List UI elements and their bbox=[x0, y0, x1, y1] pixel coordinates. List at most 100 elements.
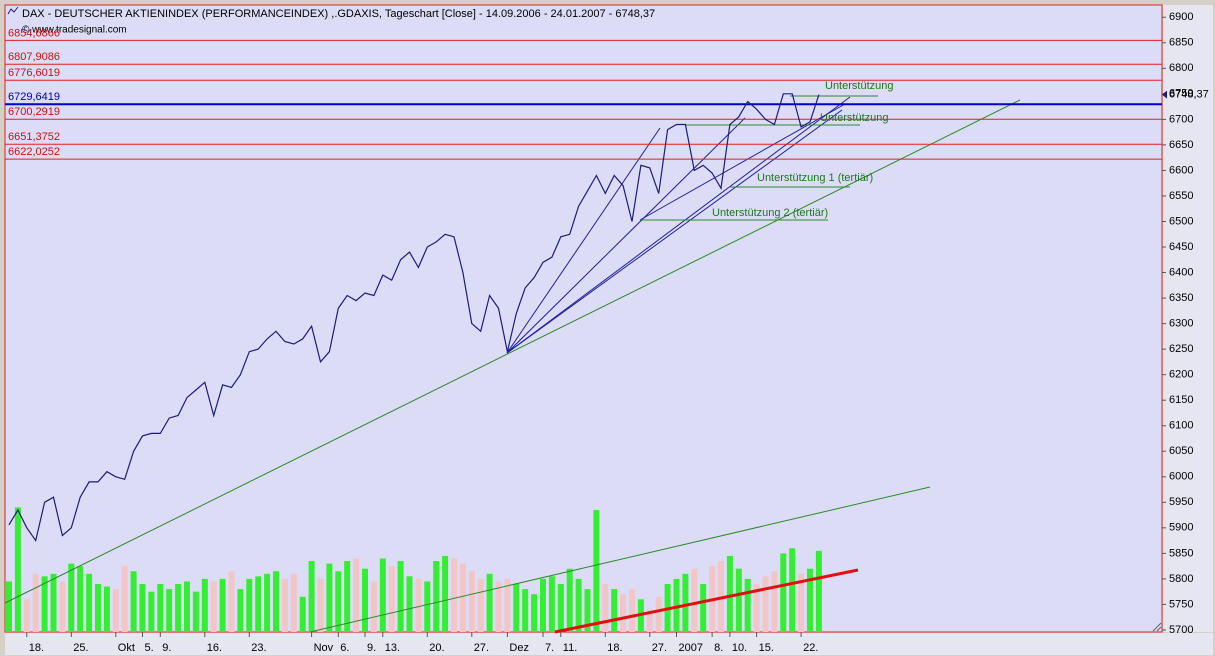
volume-bar bbox=[184, 581, 190, 632]
volume-bar bbox=[451, 558, 457, 632]
plot-area bbox=[4, 4, 1163, 633]
volume-bar bbox=[593, 509, 600, 632]
y-tick-label: 5900 bbox=[1169, 522, 1193, 534]
volume-bar bbox=[362, 568, 368, 632]
volume-bar bbox=[210, 581, 217, 632]
volume-bar bbox=[424, 581, 431, 632]
volume-bar bbox=[735, 568, 742, 632]
volume-bar bbox=[397, 561, 404, 632]
annotation: Unterstützung 2 (tertiär) bbox=[712, 207, 828, 219]
volume-bar bbox=[14, 507, 21, 632]
trend-line bbox=[4, 99, 1021, 604]
fan-line bbox=[506, 109, 843, 354]
y-tick-label: 6000 bbox=[1169, 471, 1193, 483]
volume-bar bbox=[789, 548, 796, 632]
y-tick-label: 6450 bbox=[1169, 241, 1193, 253]
copyright: © www.tradesignal.com bbox=[22, 25, 127, 36]
volume-bar bbox=[273, 571, 279, 632]
volume-bar bbox=[192, 591, 199, 632]
x-tick-label: 20. bbox=[429, 642, 444, 654]
volume-bar bbox=[68, 563, 75, 632]
x-tick-label: 9. bbox=[367, 642, 376, 654]
x-tick-label: 9. bbox=[162, 642, 171, 654]
volume-bar bbox=[575, 578, 582, 632]
y-tick-label: 6350 bbox=[1169, 292, 1193, 304]
volume-bar bbox=[228, 571, 235, 632]
y-tick-label: 6750 bbox=[1169, 88, 1193, 100]
resize-grip bbox=[1152, 622, 1162, 632]
volume-bar bbox=[130, 571, 137, 632]
volume-bar bbox=[495, 581, 502, 632]
volume-bar bbox=[620, 594, 627, 632]
x-tick-label: 16. bbox=[207, 642, 222, 654]
volume-bar bbox=[611, 589, 618, 632]
y-tick-label: 6900 bbox=[1169, 11, 1193, 23]
fan-line bbox=[506, 127, 661, 354]
x-tick-label: Okt bbox=[118, 642, 135, 654]
volume-bar bbox=[353, 558, 360, 632]
volume-bar bbox=[281, 578, 288, 632]
fan-line bbox=[506, 96, 851, 354]
volume-bar bbox=[531, 594, 538, 632]
volume-bar bbox=[815, 550, 822, 632]
trend-lines bbox=[4, 95, 1021, 634]
volume-bar bbox=[682, 573, 689, 632]
last-value-marker bbox=[1162, 90, 1167, 99]
volume-bar bbox=[77, 566, 84, 632]
volume-bar bbox=[468, 571, 475, 632]
volume-bar bbox=[121, 566, 128, 632]
volume-bar bbox=[86, 573, 93, 632]
volume-bar bbox=[780, 553, 787, 632]
legend-icon bbox=[7, 6, 19, 15]
volume-bar bbox=[807, 568, 813, 632]
annotation: Unterstützung 1 (tertiär) bbox=[757, 172, 873, 184]
x-tick-label: 7. bbox=[545, 642, 554, 654]
volume-bar bbox=[299, 596, 306, 632]
volume-bar bbox=[112, 589, 119, 632]
volume-bar bbox=[290, 573, 297, 632]
volume-bar bbox=[629, 589, 635, 632]
volume-bar bbox=[566, 568, 573, 632]
x-tick-label: 18. bbox=[607, 642, 622, 654]
y-tick-label: 6800 bbox=[1169, 62, 1193, 74]
volume-bar bbox=[486, 573, 493, 632]
volume-bar bbox=[557, 584, 564, 632]
x-tick-label: 27. bbox=[652, 642, 667, 654]
x-tick-label: 25. bbox=[73, 642, 88, 654]
trend-line bbox=[554, 568, 859, 634]
volume-bar bbox=[139, 584, 146, 632]
x-tick-label: 22. bbox=[803, 642, 818, 654]
fan-line bbox=[639, 103, 846, 221]
y-tick-label: 5950 bbox=[1169, 496, 1193, 508]
y-tick-label: 6100 bbox=[1169, 420, 1193, 432]
y-tick-label: 5800 bbox=[1169, 573, 1193, 585]
y-tick-label: 5750 bbox=[1169, 598, 1193, 610]
volume-bar bbox=[264, 573, 271, 632]
volume-bar bbox=[798, 573, 805, 632]
x-tick-label: 15. bbox=[759, 642, 774, 654]
x-tick-label: 13. bbox=[385, 642, 400, 654]
volume-bar bbox=[442, 555, 449, 632]
x-tick-label: 2007 bbox=[679, 642, 703, 654]
y-tick-label: 6650 bbox=[1169, 139, 1193, 151]
y-tick-label: 6550 bbox=[1169, 190, 1193, 202]
volume-bar bbox=[59, 581, 66, 632]
volume-bar bbox=[255, 576, 262, 632]
volume-bar bbox=[148, 591, 155, 632]
x-axis-area bbox=[5, 633, 1213, 655]
x-tick-label: 27. bbox=[474, 642, 489, 654]
volume-bar bbox=[700, 584, 707, 632]
trend-line bbox=[309, 486, 931, 633]
level-label: 6807,9086 bbox=[8, 51, 60, 63]
volume-bar bbox=[415, 578, 422, 632]
x-tick-label: 18. bbox=[29, 642, 44, 654]
level-label: 6854,6866 bbox=[8, 27, 60, 39]
volume-bar bbox=[584, 589, 591, 632]
volume-bar bbox=[744, 578, 751, 632]
price-line bbox=[8, 93, 820, 543]
last-value-label: 6748,37 bbox=[1169, 89, 1209, 101]
y-tick-label: 6300 bbox=[1169, 318, 1193, 330]
x-tick-label: 6. bbox=[340, 642, 349, 654]
volume-bar bbox=[335, 571, 342, 632]
volume-bar bbox=[157, 584, 164, 632]
